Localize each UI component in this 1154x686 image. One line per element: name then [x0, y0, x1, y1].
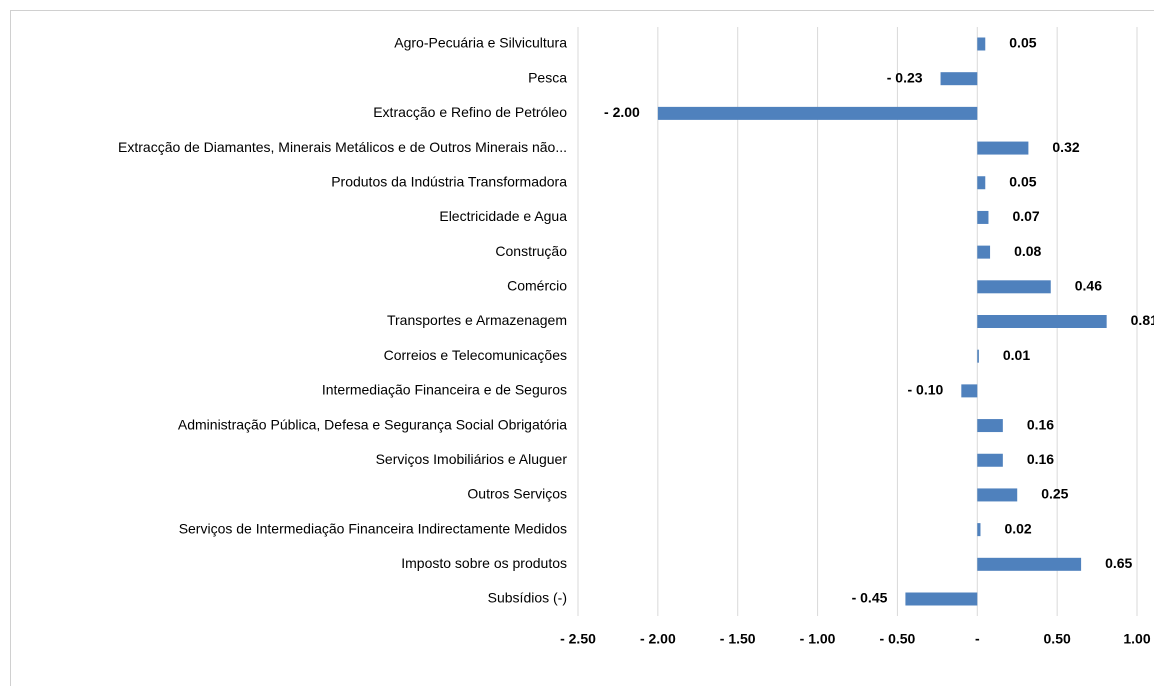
value-label: 0.05 [1009, 35, 1036, 51]
category-label: Comércio [507, 278, 567, 294]
bar [977, 280, 1051, 294]
value-label: - 0.45 [852, 590, 888, 606]
bar [977, 141, 1029, 155]
bar [977, 176, 986, 190]
value-label: - 0.10 [908, 382, 944, 398]
category-label: Produtos da Indústria Transformadora [331, 173, 567, 189]
bar [977, 557, 1082, 571]
bar [977, 523, 981, 537]
category-label: Correios e Telecomunicações [384, 347, 567, 363]
category-label: Intermediação Financeira e de Seguros [322, 382, 567, 398]
bar [977, 37, 986, 51]
bar [977, 210, 989, 224]
x-tick-label: - 2.50 [560, 631, 596, 647]
category-label: Administração Pública, Defesa e Seguranç… [178, 416, 567, 432]
x-tick-label: - 0.50 [880, 631, 916, 647]
bar [977, 453, 1003, 467]
x-tick-label: 0.50 [1044, 631, 1071, 647]
category-label: Outros Serviços [467, 486, 567, 502]
x-tick-label: - [975, 631, 980, 647]
bar [977, 419, 1003, 433]
value-label: 0.16 [1027, 451, 1054, 467]
value-label: 0.05 [1009, 173, 1036, 189]
category-label: Construção [495, 243, 567, 259]
bar [977, 349, 979, 363]
value-label: 0.25 [1041, 486, 1068, 502]
category-label: Subsídios (-) [488, 590, 567, 606]
value-label: 0.32 [1052, 139, 1079, 155]
bar [905, 592, 978, 606]
category-label: Serviços Imobiliários e Aluguer [376, 451, 568, 467]
bar [961, 384, 978, 398]
x-tick-label: - 2.00 [640, 631, 676, 647]
value-label: 0.02 [1004, 520, 1031, 536]
bar [940, 72, 978, 86]
x-tick-label: 1.00 [1123, 631, 1150, 647]
chart-frame [10, 10, 1154, 686]
x-tick-label: - 1.00 [800, 631, 836, 647]
x-tick-label: - 1.50 [720, 631, 756, 647]
category-label: Imposto sobre os produtos [401, 555, 567, 571]
category-label: Extracção de Diamantes, Minerais Metálic… [118, 139, 567, 155]
value-label: - 0.23 [887, 69, 923, 85]
bar [977, 315, 1107, 328]
value-label: 0.07 [1012, 208, 1039, 224]
category-label: Transportes e Armazenagem [387, 312, 567, 328]
bar [977, 488, 1018, 502]
category-label: Serviços de Intermediação Financeira Ind… [179, 520, 567, 536]
value-label: - 2.00 [604, 104, 640, 120]
value-label: 0.16 [1027, 416, 1054, 432]
category-label: Agro-Pecuária e Silvicultura [394, 35, 567, 51]
value-label: 0.65 [1105, 555, 1132, 571]
category-label: Pesca [528, 69, 567, 85]
category-label: Electricidade e Agua [439, 208, 567, 224]
category-label: Extracção e Refino de Petróleo [373, 104, 567, 120]
bar [657, 106, 978, 120]
value-label: 0.01 [1003, 347, 1030, 363]
bar [977, 245, 991, 259]
value-label: 0.81 [1131, 312, 1154, 328]
value-label: 0.08 [1014, 243, 1041, 259]
value-label: 0.46 [1075, 278, 1102, 294]
